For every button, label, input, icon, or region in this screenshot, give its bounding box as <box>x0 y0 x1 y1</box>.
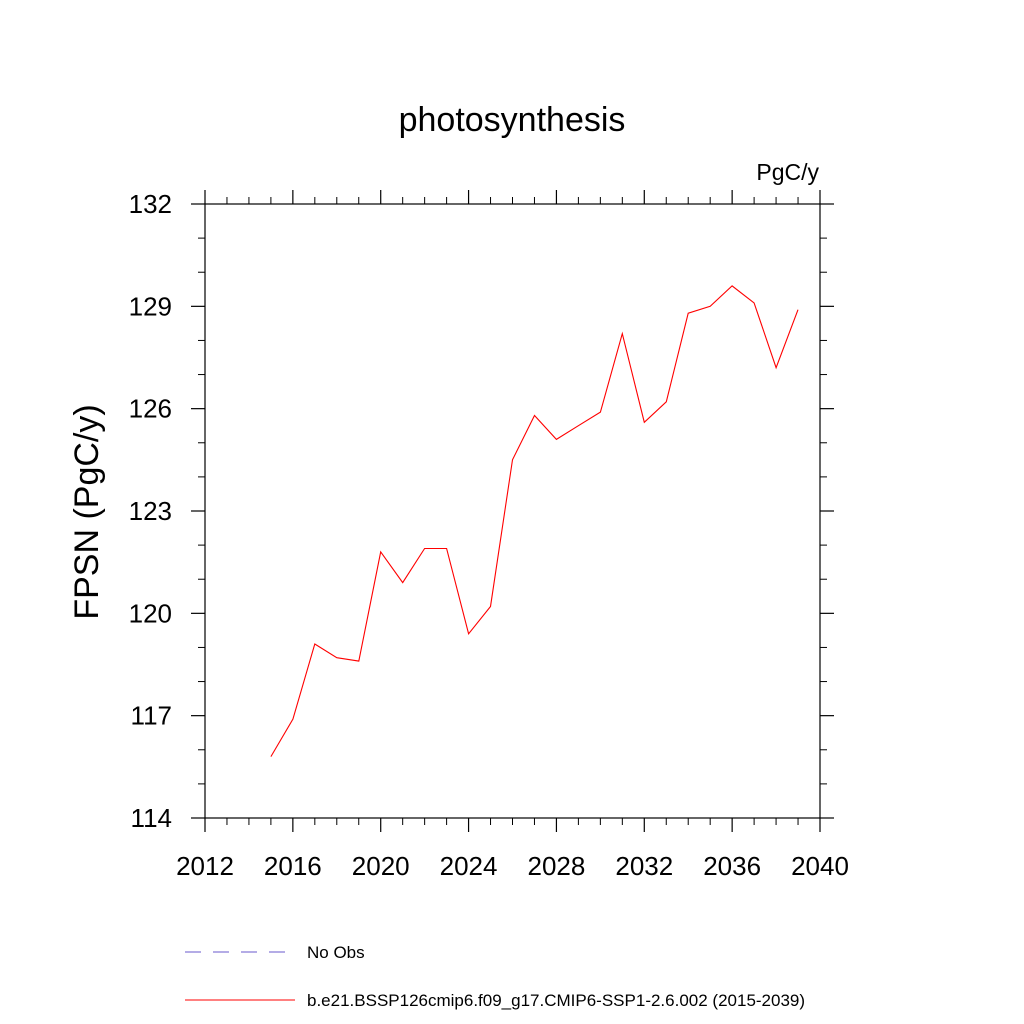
minor-ticks <box>198 197 827 825</box>
y-tick-label: 117 <box>131 701 172 731</box>
series-layer <box>270 285 799 757</box>
x-tick-label: 2040 <box>791 851 849 881</box>
y-tick-label: 123 <box>129 496 172 526</box>
y-tick-label: 114 <box>131 803 172 833</box>
y-tick-label: 120 <box>129 598 172 628</box>
y-tick-label: 126 <box>129 394 172 424</box>
x-tick-label: 2032 <box>615 851 673 881</box>
plot-frame <box>204 203 821 819</box>
x-tick-label: 2028 <box>528 851 586 881</box>
y-tick-labels: 114 117 120 123 126 129 132 <box>129 189 172 833</box>
y-tick-label: 129 <box>129 291 172 321</box>
major-ticks <box>191 190 834 832</box>
chart-title: photosynthesis <box>399 101 626 139</box>
legend: No Obs b.e21.BSSP126cmip6.f09_g17.CMIP6-… <box>185 943 805 1010</box>
x-tick-label: 2036 <box>703 851 761 881</box>
x-tick-label: 2020 <box>352 851 410 881</box>
y-tick-label: 132 <box>129 189 172 219</box>
legend-label-model-run: b.e21.BSSP126cmip6.f09_g17.CMIP6-SSP1-2.… <box>307 991 805 1010</box>
units-label: PgC/y <box>756 159 819 185</box>
x-tick-label: 2012 <box>176 851 234 881</box>
x-tick-label: 2024 <box>440 851 498 881</box>
legend-label-no-obs: No Obs <box>307 943 365 962</box>
x-tick-label: 2016 <box>264 851 322 881</box>
series-line-0 <box>270 285 799 757</box>
y-axis-label: FPSN (PgC/y) <box>68 404 106 619</box>
x-tick-labels: 2012 2016 2020 2024 2028 2032 2036 2040 <box>176 851 849 881</box>
